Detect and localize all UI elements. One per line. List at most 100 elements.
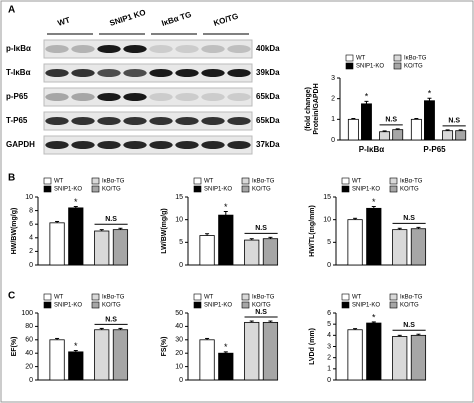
ns-label: N.S: [255, 225, 267, 232]
legend-swatch: [193, 177, 202, 185]
legend-label: KO/TG: [400, 187, 419, 193]
legend-label: WT: [356, 56, 366, 62]
legend-swatch: [389, 177, 398, 185]
blot-size-label: 39kDa: [256, 68, 280, 77]
ns-label: N.S: [403, 215, 415, 222]
bar: [49, 222, 65, 266]
legend-label: SNIP1-KO: [54, 303, 82, 309]
blot-band: [149, 117, 173, 125]
legend-swatch: [43, 293, 52, 301]
bar: [424, 100, 435, 141]
legend-swatch: [43, 177, 52, 185]
legend-label: KO/TG: [404, 64, 423, 70]
blot-band: [97, 45, 121, 53]
y-axis-label: Protein/GAPDH: [313, 83, 320, 134]
blot-band: [71, 141, 95, 149]
ns-label: N.S: [255, 309, 267, 316]
legend-label: SNIP1-KO: [204, 187, 232, 193]
significance-star: *: [224, 342, 228, 352]
bar: [199, 339, 215, 381]
y-tick-label: 2: [327, 355, 331, 362]
legend-label: SNIP1-KO: [356, 64, 384, 70]
y-tick-label: 0: [327, 262, 331, 269]
blot-band: [45, 141, 69, 149]
ns-label: N.S: [403, 322, 415, 329]
y-tick-label: 1: [331, 116, 335, 123]
bar: [112, 329, 129, 381]
blot-band: [227, 141, 251, 149]
y-tick-label: 0: [29, 377, 33, 384]
blot-band: [175, 45, 199, 53]
blot-strip: [43, 135, 253, 155]
significance-star: *: [372, 312, 376, 322]
legend-swatch: [241, 301, 250, 309]
legend-label: IκBα-TG: [404, 56, 427, 62]
y-tick-label: 30: [175, 337, 183, 344]
y-tick-label: 40: [175, 323, 183, 330]
y-axis-label: HW/BW(mg/g): [11, 208, 18, 255]
blot-band: [201, 93, 225, 101]
bar: [442, 130, 454, 141]
legend-swatch: [43, 301, 52, 309]
y-tick-label: 3: [327, 343, 331, 350]
legend-swatch: [241, 177, 250, 185]
y-axis-label: LVDd (mm): [309, 328, 316, 365]
y-tick-label: 10: [175, 363, 183, 370]
y-tick-label: 0: [29, 262, 33, 269]
bar: [244, 321, 260, 381]
blot-size-label: 40kDa: [256, 44, 280, 53]
panel-label: C: [8, 291, 15, 302]
y-axis-label: LW/BW(mg/g): [161, 208, 168, 254]
x-tick-label: P-IκBα: [359, 145, 384, 154]
legend-label: IκBα-TG: [252, 179, 275, 185]
bar: [347, 219, 363, 266]
significance-star: *: [224, 202, 228, 212]
blot-strip: [43, 63, 253, 83]
blot-band: [97, 69, 121, 77]
blot-band: [71, 93, 95, 101]
legend-label: IκBα-TG: [102, 179, 125, 185]
legend-swatch: [241, 293, 250, 301]
legend-swatch: [193, 301, 202, 309]
blot-band: [45, 69, 69, 77]
bar: [244, 239, 260, 266]
y-tick-label: 5: [327, 321, 331, 328]
legend-label: KO/TG: [252, 187, 271, 193]
y-tick-label: 20: [25, 363, 33, 370]
bar: [379, 131, 391, 141]
y-tick-label: 6: [327, 310, 331, 317]
bar: [410, 118, 422, 141]
blot-band: [149, 69, 173, 77]
legend-swatch: [91, 185, 100, 193]
blot-band: [97, 117, 121, 125]
blot-column-label: WT: [56, 15, 71, 27]
legend-label: WT: [352, 179, 362, 185]
bar: [94, 329, 110, 381]
legend-label: KO/TG: [400, 303, 419, 309]
bar: [361, 103, 372, 141]
bar: [68, 351, 84, 381]
legend-label: IκBα-TG: [102, 295, 125, 301]
legend-label: SNIP1-KO: [352, 303, 380, 309]
y-tick-label: 8: [29, 207, 33, 214]
y-tick-label: 4: [29, 235, 33, 242]
ns-label: N.S: [448, 118, 460, 125]
blot-band: [123, 141, 147, 149]
blot-row-label: GAPDH: [6, 140, 35, 149]
bar: [262, 238, 279, 266]
y-axis-label: EF(%): [11, 337, 18, 357]
legend-label: SNIP1-KO: [54, 187, 82, 193]
bar: [392, 229, 408, 266]
bar: [199, 235, 215, 266]
blot-row-label: T-IκBα: [6, 68, 31, 77]
y-tick-label: 3: [331, 75, 335, 82]
legend-label: IκBα-TG: [400, 295, 423, 301]
y-tick-label: 4: [327, 332, 331, 339]
legend-swatch: [341, 293, 350, 301]
blot-band: [149, 45, 173, 53]
legend-swatch: [341, 301, 350, 309]
y-axis-label: (fold change): [305, 87, 312, 131]
blot-band: [45, 45, 69, 53]
y-axis-label: FS(%): [161, 337, 168, 357]
